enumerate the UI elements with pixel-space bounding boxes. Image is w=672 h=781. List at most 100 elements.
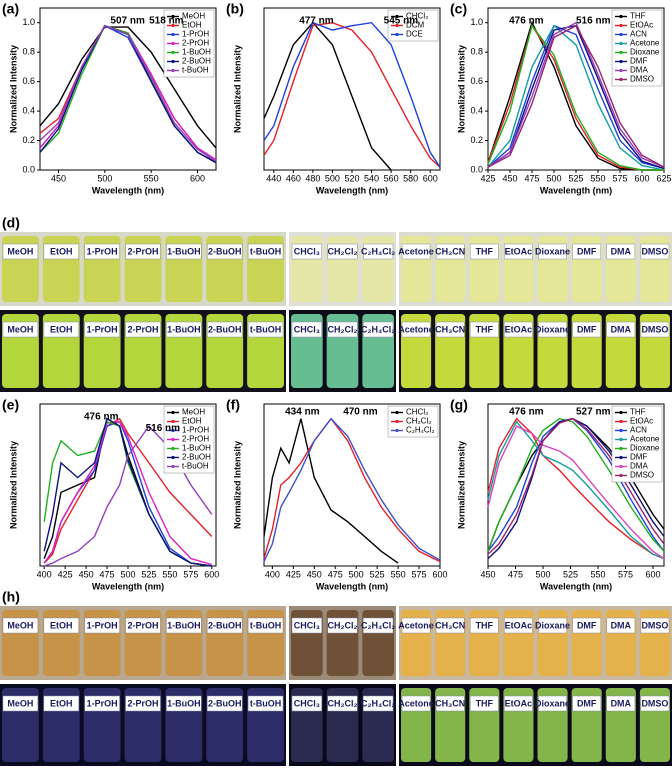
series-line [487,24,665,170]
x-tick-label: 575 [412,569,427,579]
legend-marker [619,455,623,460]
legend-marker [619,464,623,469]
legend-label: 2-BuOH [182,453,211,462]
panel-label: (d) [2,215,20,231]
vial-label: CH₃CN [435,698,465,708]
legend-marker [171,14,175,19]
legend-label: CHCl₃ [406,12,428,21]
vial-label: THF [476,324,494,334]
x-tick-label: 450 [51,173,66,183]
y-tick-label: 0.0 [22,164,35,174]
x-tick-label: 475 [100,569,115,579]
legend-label: Dioxane [630,444,660,453]
vial-label: CH₃CN [435,620,465,630]
x-tick-label: 600 [204,569,219,579]
x-tick-label: 525 [370,569,385,579]
x-tick-label: 525 [141,569,156,579]
vial-label: C₂H₄Cl₂ [361,620,395,630]
legend-label: THF [630,12,646,21]
x-tick-label: 500 [97,173,112,183]
legend-marker [171,464,175,469]
vial-label-box [327,321,358,338]
vial-label: Acetone [398,324,434,334]
vial-label: Dioxane [535,698,570,708]
x-axis-label: Wavelength (nm) [540,581,612,591]
legend-marker [171,419,175,424]
series-line [263,21,441,168]
legend-label: Acetone [630,39,660,48]
x-tick-label: 500 [325,173,340,183]
legend-label: C₂H₄Cl₂ [406,426,435,435]
x-tick-label: 475 [328,569,343,579]
vial-label-box [363,695,394,712]
annotation: 470 nm [343,407,378,418]
x-tick-label: 460 [286,173,301,183]
y-tick-label: 0.8 [22,47,35,57]
legend-label: DMA [630,66,648,75]
x-tick-label: 600 [645,569,660,579]
vial-label: MeOH [7,698,33,708]
x-tick-label: 500 [546,173,561,183]
vial-label: Dioxane [535,620,570,630]
vial-label-box [207,321,243,338]
x-tick-label: 450 [79,569,94,579]
vial-label: Acetone [398,620,434,630]
x-tick-label: 600 [190,173,205,183]
legend-marker [171,410,175,415]
vial-label: CH₂Cl₂ [328,698,358,708]
vial-label: EtOAc [505,620,533,630]
y-axis-label: Normalized Intensity [232,441,242,529]
legend-label: 1-BuOH [182,48,211,57]
vial-label-box [640,695,670,712]
vial-label: DMF [577,698,597,708]
legend-label: t-BuOH [182,462,209,471]
series-line [487,24,665,171]
x-tick-label: 540 [364,173,379,183]
vial-label-box [572,617,601,634]
x-tick-label: 550 [144,173,159,183]
vial-label: 1-PrOH [87,698,118,708]
x-tick-label: 525 [568,173,583,183]
vial-label-box [327,617,358,634]
vial-label-box [470,243,499,260]
panel-label: (c) [450,1,467,17]
legend-marker [619,59,623,64]
vial-label-box [43,695,79,712]
legend-label: MeOH [182,408,205,417]
legend-label: DMF [630,57,647,66]
legend-label: CHCl₃ [406,408,428,417]
vial-label: Dioxane [535,324,570,334]
vial-label-box [572,695,601,712]
series-line [263,418,399,564]
legend-marker [619,419,623,424]
vial-label: t-BuOH [250,620,282,630]
vial-label-box [606,695,636,712]
legend-marker [395,419,399,424]
legend-marker [619,32,623,37]
legend-label: 2-PrOH [182,435,209,444]
vial-label: DMA [611,324,632,334]
x-tick-label: 550 [162,569,177,579]
x-tick-label: 625 [656,173,671,183]
plot-frame [487,403,665,567]
annotation: 476 nm [509,16,544,27]
annotation: 516 nm [146,423,181,434]
x-tick-label: 520 [344,173,359,183]
vial-label: 2-BuOH [208,246,242,256]
vial-label: CH₃CN [435,324,465,334]
vial-label: CH₂Cl₂ [328,324,358,334]
plot-frame [39,7,217,171]
legend-label: DMSO [630,75,654,84]
x-tick-label: 425 [286,569,301,579]
vial-label-box [125,695,161,712]
legend-label: DCM [406,21,425,30]
vial-label: MeOH [7,246,33,256]
vial-label: C₂H₄Cl₂ [361,246,395,256]
legend-marker [171,437,175,442]
legend-label: EtOH [182,21,202,30]
legend-label: 1-PrOH [182,30,209,39]
vial-label-box [538,617,567,634]
legend-marker [171,428,175,433]
y-tick-label: 0.4 [470,105,483,115]
